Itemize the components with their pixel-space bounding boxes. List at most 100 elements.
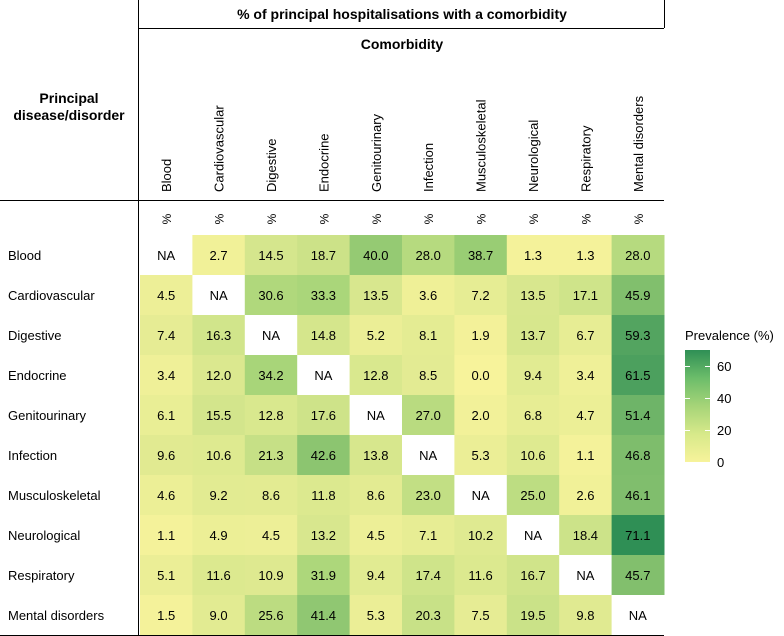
heatmap-cell (454, 435, 508, 476)
cell-value-label: 33.3 (311, 288, 336, 303)
cell-value-label: 3.4 (576, 368, 594, 383)
cell-value-label: 16.3 (206, 328, 231, 343)
row-label: Digestive (8, 328, 61, 343)
cell-value-label: 4.9 (210, 528, 228, 543)
cell-value-label: 38.7 (468, 248, 493, 263)
cell-value-label: 12.8 (258, 408, 283, 423)
cell-value-label: 10.9 (258, 568, 283, 583)
cell-value-label: NA (472, 488, 490, 503)
heatmap-cell (140, 595, 193, 636)
cell-value-label: NA (524, 528, 542, 543)
heatmap-cell (140, 555, 193, 596)
heatmap-cell (611, 435, 665, 476)
heatmap-cell (140, 515, 193, 556)
cell-value-label: 11.6 (468, 568, 492, 583)
heatmap-cell (611, 275, 665, 316)
heatmap-cell (349, 275, 403, 316)
cell-value-label: 4.6 (157, 488, 175, 503)
cell-value-label: 18.4 (573, 528, 598, 543)
column-unit-label: % (370, 213, 384, 224)
heatmap-cell (140, 435, 193, 476)
cell-value-label: 2.0 (472, 408, 490, 423)
cell-value-label: 45.7 (625, 568, 650, 583)
cell-value-label: 1.3 (576, 248, 594, 263)
legend-tick-mark (685, 462, 690, 463)
column-label: Infection (421, 143, 436, 192)
heatmap-cell (559, 475, 613, 516)
cell-value-label: 1.9 (472, 328, 490, 343)
heatmap-cell (454, 555, 508, 596)
cell-value-label: 3.6 (419, 288, 437, 303)
heatmap-cell (140, 235, 193, 276)
cell-value-label: 2.6 (576, 488, 594, 503)
cell-value-label: 21.3 (258, 448, 283, 463)
cell-value-label: 46.8 (625, 448, 650, 463)
heatmap-cell (402, 315, 455, 356)
row-label: Endocrine (8, 368, 67, 383)
heatmap-cell (559, 235, 613, 276)
cell-value-label: 34.2 (258, 368, 283, 383)
cell-value-label: 5.2 (367, 328, 385, 343)
cell-value-label: NA (576, 568, 594, 583)
cell-value-label: 13.5 (520, 288, 545, 303)
cell-value-label: 9.4 (524, 368, 542, 383)
cell-value-label: 12.0 (206, 368, 231, 383)
heatmap-cell (454, 235, 508, 276)
heatmap-cell (140, 475, 193, 516)
heatmap-cell (192, 555, 246, 596)
row-label: Mental disorders (8, 608, 105, 623)
heatmap-cell (454, 595, 508, 636)
cell-value-label: 4.5 (262, 528, 280, 543)
heatmap-cell (349, 235, 403, 276)
heatmap-cell (454, 315, 508, 356)
heatmap-cell (402, 555, 455, 596)
heatmap-cell (192, 275, 246, 316)
legend-tick-mark (685, 366, 690, 367)
cell-value-label: 25.0 (520, 488, 545, 503)
cell-value-label: 51.4 (625, 408, 650, 423)
column-unit-label: % (317, 213, 331, 224)
column-unit-label: % (265, 213, 279, 224)
heatmap-cell (140, 395, 193, 436)
chart-subtitle: Comorbidity (360, 36, 444, 52)
heatmap-cell (244, 435, 298, 476)
row-label: Blood (8, 248, 41, 263)
heatmap-cell (454, 275, 508, 316)
cell-value-label: 11.6 (206, 568, 230, 583)
heatmap-cell (349, 395, 403, 436)
column-unit-label: % (213, 213, 227, 224)
heatmap-cell (402, 355, 455, 396)
heatmap-cell (402, 435, 455, 476)
column-label: Musculoskeletal (474, 99, 489, 192)
cell-value-label: 28.0 (416, 248, 441, 263)
row-header-line-2: disease/disorder (13, 107, 125, 123)
heatmap-cell (611, 355, 665, 396)
heatmap-cell (506, 235, 560, 276)
cell-value-label: 40.0 (363, 248, 388, 263)
cell-value-label: 13.8 (363, 448, 388, 463)
heatmap-cell (454, 475, 508, 516)
heatmap-cell (192, 315, 246, 356)
legend-tick-mark (685, 398, 690, 399)
cell-value-label: 9.0 (210, 608, 228, 623)
heatmap-cell (140, 355, 193, 396)
heatmap-cell (297, 435, 351, 476)
cell-value-label: NA (262, 328, 280, 343)
cell-value-label: NA (629, 608, 647, 623)
cell-value-label: 13.2 (311, 528, 336, 543)
heatmap-cell (559, 315, 613, 356)
legend-tick-label: 60 (717, 359, 732, 374)
heatmap-cell (297, 595, 351, 636)
cell-value-label: 45.9 (625, 288, 650, 303)
heatmap-cell (192, 515, 246, 556)
row-label: Neurological (8, 528, 80, 543)
heatmap-cell (559, 275, 613, 316)
heatmap-cell (244, 555, 298, 596)
cell-value-label: 18.7 (311, 248, 336, 263)
legend: Prevalence (%) 0 20 40 60 (685, 328, 784, 478)
cell-value-label: 7.1 (419, 528, 437, 543)
cell-value-label: 13.5 (363, 288, 388, 303)
heatmap-cell (402, 235, 455, 276)
heatmap-cell (506, 395, 560, 436)
